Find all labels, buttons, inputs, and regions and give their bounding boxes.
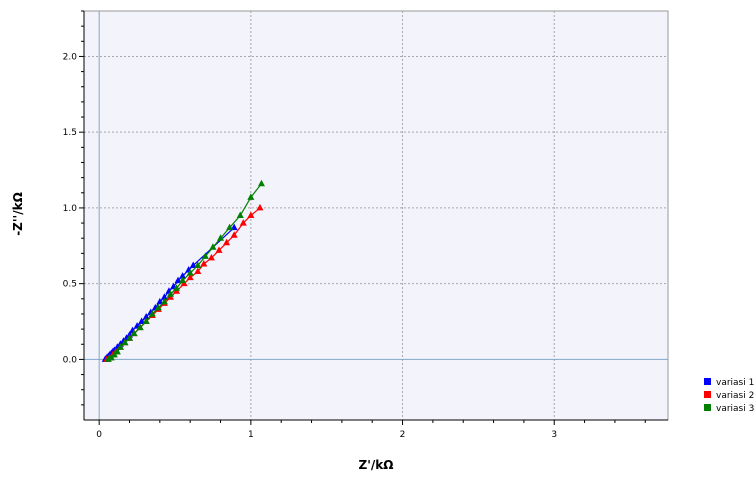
- legend-swatch: [704, 391, 711, 398]
- legend-swatch: [704, 404, 711, 411]
- y-axis-ticks: 0.0 0.5 1.0 1.5 2.0: [63, 10, 84, 406]
- y-tick-label: 0.0: [63, 355, 78, 365]
- plot-area: [83, 10, 669, 421]
- data-point: [136, 323, 144, 331]
- data-point: [142, 312, 150, 320]
- data-point: [142, 317, 150, 325]
- data-point: [223, 238, 231, 246]
- data-point: [247, 193, 255, 200]
- data-point: [138, 317, 146, 325]
- data-point: [156, 297, 164, 305]
- y-axis-title: -Z''/kΩ: [11, 192, 25, 236]
- data-point: [226, 223, 234, 231]
- axes: [83, 11, 668, 421]
- data-point: [160, 297, 168, 305]
- data-point: [154, 303, 162, 311]
- zero-lines: [84, 11, 668, 420]
- legend-swatch: [704, 378, 711, 385]
- x-tick-label: 3: [551, 430, 557, 440]
- x-tick-label: 0: [96, 430, 102, 440]
- x-tick-label: 1: [248, 430, 254, 440]
- data-point: [160, 293, 168, 300]
- series-3: [104, 179, 265, 362]
- data-point: [207, 253, 215, 261]
- x-axis-title: Z'/kΩ: [359, 458, 394, 472]
- data-point: [256, 203, 264, 211]
- data-point: [189, 261, 197, 268]
- data-point: [257, 179, 265, 187]
- y-tick-label: 1.0: [63, 204, 78, 214]
- data-point: [230, 223, 238, 231]
- data-point: [116, 343, 124, 350]
- x-axis-ticks: 0 1 2 3: [96, 420, 646, 440]
- data-point: [194, 261, 202, 268]
- legend: variasi 1 variasi 2 variasi 3: [704, 378, 754, 414]
- y-tick-label: 2.0: [63, 52, 78, 62]
- y-tick-label: 0.5: [63, 280, 77, 290]
- data-point: [201, 252, 209, 259]
- x-tick-label: 2: [400, 430, 406, 440]
- data-point: [200, 259, 208, 267]
- data-point: [130, 329, 138, 337]
- data-point: [217, 234, 225, 241]
- data-point: [148, 309, 156, 317]
- legend-label: variasi 3: [716, 404, 754, 414]
- data-point: [247, 211, 255, 218]
- data-point: [236, 211, 244, 218]
- series-group: [101, 179, 265, 362]
- data-point: [239, 219, 247, 226]
- grid: [84, 11, 668, 420]
- legend-label: variasi 1: [716, 378, 754, 388]
- data-point: [166, 290, 174, 297]
- data-point: [179, 276, 187, 284]
- data-point: [194, 267, 202, 275]
- data-point: [126, 334, 134, 341]
- data-point: [186, 269, 194, 276]
- data-point: [230, 231, 238, 238]
- data-point: [179, 272, 187, 279]
- data-point: [209, 243, 217, 250]
- data-point: [215, 246, 223, 253]
- data-point: [174, 276, 182, 284]
- data-point: [173, 284, 181, 291]
- y-tick-label: 1.5: [63, 128, 77, 138]
- data-point: [121, 338, 129, 346]
- data-point: [186, 273, 194, 281]
- legend-label: variasi 2: [716, 391, 754, 401]
- data-point: [113, 347, 121, 355]
